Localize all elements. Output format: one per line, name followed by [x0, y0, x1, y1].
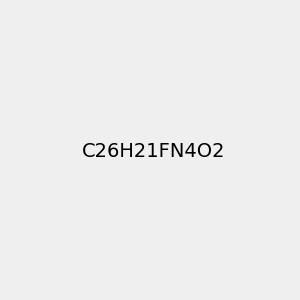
Text: C26H21FN4O2: C26H21FN4O2	[82, 142, 226, 161]
